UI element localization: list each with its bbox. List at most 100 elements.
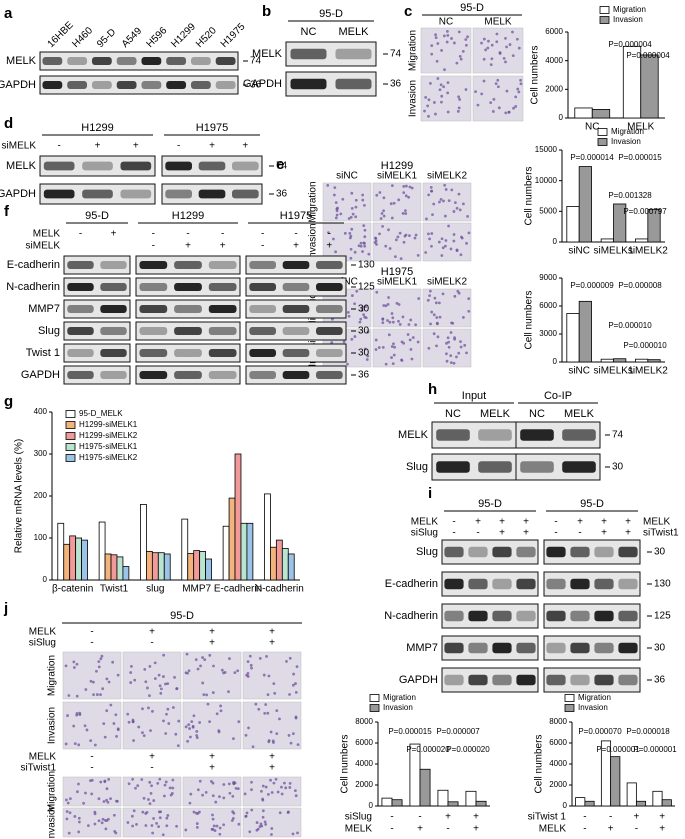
cell: [272, 781, 276, 785]
p-value: P=0.000797: [623, 207, 667, 216]
blot-band: [594, 674, 614, 686]
cell: [237, 720, 241, 724]
cell: [85, 728, 89, 732]
cell: [461, 316, 465, 319]
cell: [450, 37, 453, 40]
bar: [578, 300, 592, 363]
cell: [141, 810, 145, 814]
blot-band: [249, 261, 276, 269]
cell: [447, 224, 450, 228]
cell: [407, 323, 411, 326]
condition-sign: +: [149, 627, 155, 638]
cell: [75, 694, 79, 698]
cell: [444, 239, 448, 242]
bar: [228, 497, 236, 581]
cell: [161, 833, 165, 837]
y-tick-label: 300: [34, 449, 48, 458]
cell: [390, 216, 394, 220]
bar: [98, 521, 106, 581]
bar: [574, 107, 593, 119]
bar: [146, 551, 153, 581]
bar: [57, 522, 65, 581]
blot-band: [478, 461, 512, 473]
cell: [467, 231, 471, 235]
cell: [452, 361, 456, 365]
cell: [294, 690, 298, 694]
blot-band: [436, 461, 470, 473]
row-label: Invasion: [47, 804, 58, 839]
blot-band: [249, 283, 276, 291]
cell: [164, 682, 167, 686]
size-label: 130: [654, 579, 671, 590]
cell: [192, 714, 196, 718]
blot-band: [116, 57, 137, 65]
blot-band: [594, 546, 614, 558]
blot-band: [100, 327, 127, 335]
cell: [330, 341, 334, 344]
size-label: 36: [250, 80, 262, 91]
cell: [158, 684, 162, 688]
condition-sign: +: [475, 517, 481, 528]
blot-band: [82, 161, 113, 171]
cell: [437, 301, 441, 305]
cell: [211, 781, 215, 785]
cell: [446, 81, 450, 85]
cell: [436, 42, 440, 45]
cell: [105, 677, 109, 681]
column-label: siNC: [336, 171, 358, 182]
cell: [354, 215, 358, 219]
cell: [428, 289, 432, 293]
cell: [219, 709, 223, 713]
row-label: MELK: [6, 55, 37, 67]
cell: [401, 315, 405, 319]
cell: [66, 801, 70, 805]
cell: [424, 96, 428, 99]
cell: [202, 693, 206, 697]
blot-band: [67, 371, 94, 379]
size-label: 74: [276, 161, 288, 172]
cell: [194, 658, 198, 662]
blot-band: [141, 81, 162, 89]
condition-sign: -: [328, 229, 331, 240]
blot-band: [174, 305, 202, 313]
cell: [457, 106, 461, 110]
cell: [211, 817, 215, 821]
cell: [195, 730, 199, 733]
legend-swatch: [65, 432, 76, 440]
bar: [222, 525, 230, 581]
blot-band: [215, 57, 236, 65]
blot-band: [42, 57, 63, 65]
cell: [436, 335, 440, 339]
cell: [109, 703, 113, 707]
cell: [384, 304, 388, 308]
cell: [236, 669, 240, 673]
cell: [90, 792, 94, 796]
cell: [101, 817, 105, 821]
micrograph: [122, 701, 182, 750]
bar: [199, 551, 206, 581]
cell: [442, 85, 445, 89]
cell: [152, 817, 155, 820]
micrograph: [242, 807, 302, 838]
cell: [68, 811, 72, 815]
cell: [263, 820, 267, 824]
blot-box: [63, 321, 131, 341]
condition-label: siTwist1: [20, 763, 56, 774]
cell: [458, 98, 462, 101]
cell: [274, 777, 278, 781]
cell: [363, 244, 367, 248]
cell: [333, 186, 337, 190]
cell: [512, 106, 515, 110]
cell: [177, 719, 181, 723]
cell: [335, 207, 339, 211]
cell: [442, 199, 445, 203]
cell: [294, 716, 298, 720]
legend-label: Migration: [383, 693, 416, 702]
cell: [362, 224, 366, 228]
bar: [640, 54, 659, 119]
bar: [600, 238, 614, 243]
cell: [458, 208, 462, 212]
cell: [480, 41, 483, 45]
condition-sign: +: [133, 141, 139, 152]
cell: [332, 193, 336, 197]
